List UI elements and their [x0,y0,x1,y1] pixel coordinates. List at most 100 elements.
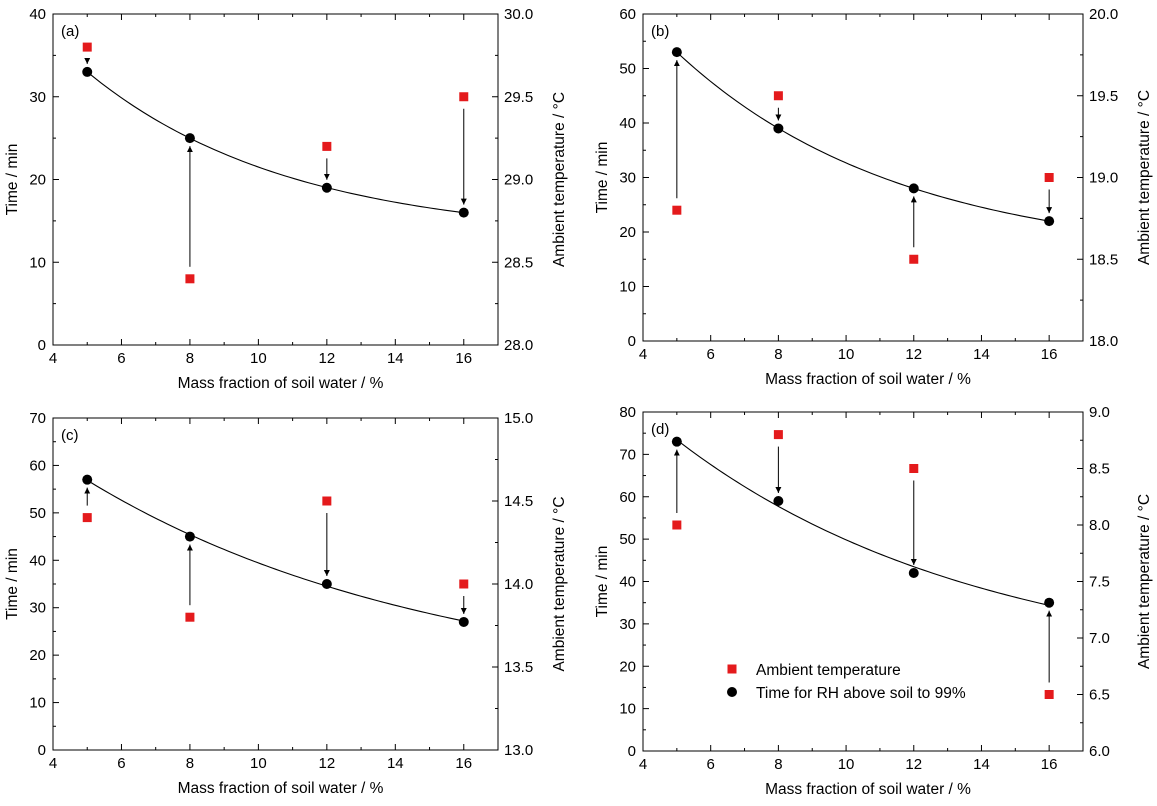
x-tick-label: 12 [319,755,336,772]
ambient-temperature-point [773,430,783,440]
x-tick-label: 4 [49,350,57,367]
x-tick-label: 8 [774,346,782,363]
y2-tick-label: 7.5 [1089,574,1110,591]
ambient-temperature-point [185,274,195,284]
y-tick-label: 20 [619,224,636,241]
y2-tick-label: 6.0 [1089,743,1110,760]
ambient-temperature-point [82,42,92,52]
plot-frame [642,13,1084,342]
y-tick-label: 0 [38,337,46,354]
x-tick-label: 6 [707,346,715,363]
x-tick-label: 14 [387,755,404,772]
time-point [458,616,469,627]
y2-tick-label: 29.5 [504,89,533,106]
y2-tick-label: 9.0 [1089,404,1110,421]
y2-axis-label: Ambient temperature / °C [1136,90,1153,265]
legend: Ambient temperature Time for RH above soi… [727,662,966,702]
x-tick-label: 16 [455,755,472,772]
x-tick-label: 14 [387,350,404,367]
plot-frame [52,13,499,346]
y-tick-label: 20 [29,172,46,189]
y-tick-label: 10 [29,695,46,712]
y-tick-label: 50 [29,505,46,522]
fit-curve [676,439,1050,606]
y2-tick-label: 28.5 [504,254,533,271]
time-point [908,568,919,579]
time-point [1044,597,1055,608]
ambient-temperature-point [672,205,682,215]
x-tick-label: 8 [186,350,194,367]
time-point [82,66,93,77]
ambient-temperature-point [459,92,469,102]
y2-tick-label: 14.0 [504,576,533,593]
y-tick-label: 60 [29,457,46,474]
y-tick-label: 40 [29,552,46,569]
fit-curve [86,71,464,214]
ambient-temperature-point [909,254,919,264]
time-point [908,183,919,194]
y2-tick-label: 18.0 [1089,333,1118,350]
y2-tick-label: 20.0 [1089,6,1118,23]
legend-time-marker [727,687,737,697]
panel-label: (b) [651,23,669,40]
time-point [671,436,682,447]
time-point [773,123,784,134]
ambient-temperature-point [1044,173,1054,182]
y-tick-label: 30 [619,170,636,187]
legend-ambient-label: Ambient temperature [756,662,901,679]
ambient-temperature-point [322,141,332,151]
x-tick-label: 6 [117,350,125,367]
x-tick-label: 4 [639,756,647,773]
y-axis-label: Time / min [594,546,611,618]
y2-tick-label: 18.5 [1089,251,1118,268]
y2-tick-label: 7.0 [1089,630,1110,647]
y2-tick-label: 6.5 [1089,687,1110,704]
y2-axis-label: Ambient temperature / °C [551,496,568,671]
time-point [1044,216,1055,227]
x-tick-label: 8 [186,755,194,772]
y-tick-label: 50 [619,531,636,548]
ambient-temperature-point [185,612,195,622]
y2-tick-label: 30.0 [504,6,533,23]
y2-tick-label: 8.5 [1089,461,1110,478]
y-tick-label: 30 [29,600,46,617]
y-tick-label: 60 [619,489,636,506]
y2-tick-label: 15.0 [504,410,533,427]
x-tick-label: 12 [905,346,922,363]
y2-axis-label: Ambient temperature / °C [1136,494,1153,669]
x-tick-label: 16 [455,350,472,367]
ambient-temperature-point [322,496,332,506]
y-tick-label: 0 [628,333,636,350]
panel-a: 4 6 8 10 12 14 16 0 10 20 30 40 28.0 28.5 29.0 29.5 30.0… [4,6,568,392]
y-axis-label: Time / min [4,144,21,216]
time-point [458,207,469,218]
y-tick-label: 20 [29,647,46,664]
ambient-temperature-point [1044,690,1054,699]
legend-time-label: Time for RH above soil to 99% [756,685,966,702]
x-tick-label: 12 [905,756,922,773]
y-tick-label: 80 [619,404,636,421]
y-tick-label: 40 [619,574,636,591]
x-tick-label: 8 [774,756,782,773]
y-tick-label: 20 [619,658,636,675]
x-axis-label: Mass fraction of soil water / % [178,375,384,392]
x-tick-label: 4 [49,755,57,772]
y-tick-label: 40 [619,115,636,132]
panel-label: (c) [61,427,79,444]
y2-axis-label: Ambient temperature / °C [551,92,568,267]
x-axis-label: Mass fraction of soil water / % [765,371,971,388]
time-point [321,579,332,589]
ambient-temperature-point [459,579,469,589]
x-tick-label: 10 [838,346,855,363]
y-axis-label: Time / min [4,548,21,620]
y-tick-label: 0 [628,743,636,760]
y2-tick-label: 13.0 [504,742,533,759]
panel-label: (d) [651,421,669,438]
time-point [184,133,195,144]
y-tick-label: 50 [619,61,636,78]
x-tick-label: 6 [707,756,715,773]
y2-tick-label: 8.0 [1089,517,1110,534]
y2-tick-label: 19.0 [1089,170,1118,187]
time-point [82,474,93,485]
